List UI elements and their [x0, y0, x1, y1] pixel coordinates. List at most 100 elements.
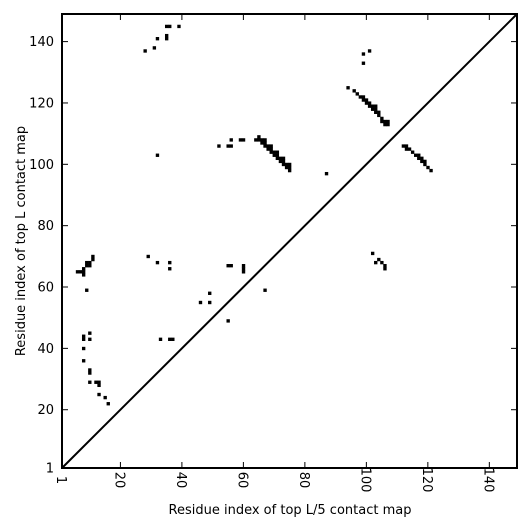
contact-point: [164, 37, 169, 41]
contact-point: [281, 159, 286, 164]
contact-point: [284, 165, 289, 170]
contact-point: [208, 300, 212, 305]
contact-point: [168, 260, 172, 265]
contact-point: [155, 260, 160, 265]
x-tick-label: 60: [234, 472, 249, 489]
contact-point: [367, 49, 372, 53]
contact-point: [374, 110, 378, 114]
contact-point: [85, 264, 89, 268]
contact-point: [257, 138, 261, 142]
contact-point: [429, 168, 433, 173]
contact-point: [404, 147, 409, 151]
contact-point: [404, 144, 409, 148]
contact-point: [370, 107, 375, 111]
contact-point: [361, 95, 366, 99]
contact-point: [91, 254, 95, 259]
contact-point: [81, 270, 86, 274]
contact-point: [97, 392, 101, 397]
x-tick-label: 40: [173, 472, 188, 489]
contact-point: [88, 380, 92, 384]
contact-point: [155, 153, 160, 157]
contact-point: [272, 153, 276, 157]
contact-point: [386, 119, 390, 124]
contact-point: [423, 159, 427, 164]
contact-points: [75, 24, 433, 406]
contact-point: [287, 162, 292, 167]
contact-point: [238, 138, 243, 142]
contact-point: [158, 337, 163, 341]
y-tick-label: 100: [29, 158, 54, 173]
contact-point: [358, 95, 363, 99]
contact-point: [263, 141, 267, 145]
contact-point: [275, 150, 280, 154]
contact-point: [168, 267, 172, 271]
contact-point: [260, 141, 264, 145]
contact-point: [143, 49, 147, 53]
contact-point: [226, 264, 230, 268]
y-tick-label: 120: [29, 96, 54, 111]
contact-point: [91, 257, 95, 262]
contact-point: [278, 159, 283, 164]
contact-point: [383, 267, 387, 271]
contact-point: [106, 402, 110, 406]
contact-point: [81, 334, 86, 338]
contact-point: [97, 383, 101, 388]
contact-point: [364, 98, 369, 102]
contact-point: [281, 162, 286, 167]
contact-point: [355, 92, 359, 96]
contact-point: [152, 46, 157, 50]
contact-point: [346, 86, 350, 90]
contact-point: [361, 98, 366, 102]
contact-point: [370, 251, 375, 256]
contact-point: [275, 153, 280, 157]
x-tick-label: 100: [357, 468, 372, 493]
contact-point: [88, 264, 92, 268]
contact-point: [370, 104, 375, 108]
contact-point: [217, 144, 221, 148]
contact-point: [75, 270, 80, 274]
contact-point: [374, 260, 378, 265]
x-axis-label: Residue index of top L/5 contact map: [169, 503, 412, 518]
contact-point: [226, 144, 230, 148]
contact-point: [241, 264, 246, 268]
contact-point: [164, 33, 169, 38]
contact-point: [269, 150, 273, 154]
y-tick-label: 20: [37, 403, 54, 418]
y-tick-label: 60: [37, 281, 54, 296]
contact-point: [269, 144, 273, 148]
contact-point: [414, 153, 418, 157]
contact-point: [367, 104, 372, 108]
contact-point: [81, 273, 86, 277]
contact-point: [146, 254, 150, 259]
contact-point: [284, 162, 289, 167]
contact-point: [423, 162, 427, 167]
contact-point: [81, 337, 86, 341]
contact-point: [374, 107, 378, 111]
contact-point: [383, 122, 387, 127]
contact-point: [266, 144, 270, 148]
diagonal-line: [61, 13, 518, 469]
contact-point: [324, 171, 329, 176]
contact-point: [168, 337, 172, 341]
contact-point: [275, 156, 280, 161]
contact-point: [81, 359, 86, 363]
contact-point: [263, 138, 267, 142]
y-tick-label: 40: [37, 342, 54, 357]
contact-point: [229, 144, 233, 148]
y-axis-label: Residue index of top L contact map: [14, 126, 29, 356]
contact-point: [257, 135, 261, 139]
x-tick-label: 140: [480, 468, 495, 493]
contact-point: [88, 260, 92, 265]
contact-point: [168, 24, 172, 29]
contact-point: [241, 267, 246, 271]
contact-point: [417, 153, 421, 157]
contact-point: [417, 156, 421, 161]
contact-point: [241, 138, 246, 142]
contact-point: [361, 61, 366, 65]
plot-frame: [61, 13, 518, 469]
contact-point: [254, 138, 258, 142]
y-tick-label: 1: [46, 462, 54, 477]
contact-point: [81, 267, 86, 271]
